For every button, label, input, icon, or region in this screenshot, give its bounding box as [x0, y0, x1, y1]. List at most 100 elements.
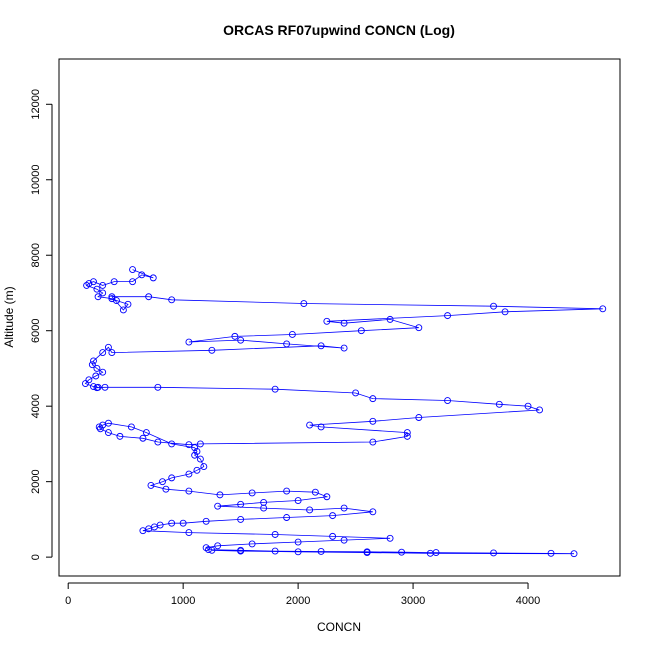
data-point — [369, 395, 377, 403]
data-point — [214, 542, 222, 550]
data-point — [204, 546, 212, 554]
data-point — [490, 302, 497, 310]
plot-area-frame — [58, 58, 621, 577]
data-point — [311, 488, 319, 496]
data-point — [95, 423, 103, 431]
x-axis-label: CONCN — [317, 620, 361, 634]
x-tick-label: 2000 — [286, 595, 310, 607]
data-point — [501, 308, 509, 316]
data-point — [139, 527, 147, 535]
data-point — [352, 389, 360, 397]
data-point — [237, 336, 245, 344]
series-line — [84, 269, 603, 555]
data-point — [271, 547, 279, 555]
data-point — [363, 549, 371, 557]
data-point — [208, 546, 216, 554]
data-point — [444, 397, 452, 404]
data-point — [415, 414, 423, 421]
data-point — [340, 504, 348, 512]
data-point — [154, 383, 162, 391]
data-point — [283, 514, 291, 521]
data-point — [283, 340, 291, 348]
data-point — [570, 550, 578, 558]
data-point — [495, 400, 503, 408]
data-point — [329, 532, 337, 540]
data-point — [96, 425, 104, 433]
data-point — [202, 517, 210, 525]
y-axis: 0 2000 4000 6000 8000 10000 12000 — [30, 89, 53, 560]
data-point — [113, 297, 120, 304]
data-point — [323, 317, 331, 325]
data-point — [426, 549, 434, 557]
data-point — [83, 281, 91, 289]
y-tick-label: 0 — [30, 554, 42, 560]
data-series — [81, 266, 607, 558]
data-point — [191, 451, 199, 459]
data-point — [248, 489, 256, 497]
data-point — [116, 432, 124, 440]
data-point — [104, 419, 112, 427]
data-point — [196, 455, 204, 463]
data-point — [99, 368, 107, 376]
data-point — [168, 519, 176, 527]
data-point — [92, 372, 100, 380]
data-point — [386, 315, 394, 323]
data-point — [99, 349, 107, 357]
data-point — [142, 429, 150, 437]
data-point — [317, 423, 325, 431]
data-point — [138, 271, 146, 279]
data-point — [216, 491, 224, 499]
data-point — [168, 296, 176, 304]
data-point — [179, 519, 187, 527]
x-tick-label: 3000 — [401, 595, 425, 607]
data-point — [294, 548, 302, 556]
y-tick-label: 2000 — [30, 469, 42, 493]
data-point — [317, 342, 325, 350]
data-point — [340, 536, 348, 544]
data-point — [104, 429, 112, 437]
data-point — [369, 508, 377, 516]
data-point — [196, 440, 204, 448]
data-point — [288, 331, 296, 338]
x-tick-label: 4000 — [516, 595, 540, 607]
data-point — [300, 300, 308, 307]
data-point — [185, 441, 193, 449]
data-point — [237, 500, 245, 508]
x-axis: 0 1000 2000 3000 4000 — [65, 582, 540, 607]
data-point — [168, 474, 176, 482]
data-point — [88, 361, 96, 369]
data-point — [369, 438, 377, 446]
data-point — [444, 312, 452, 320]
data-point — [340, 344, 348, 352]
data-point — [81, 380, 89, 387]
data-point — [147, 481, 155, 489]
data-point — [110, 278, 118, 286]
data-point — [283, 487, 291, 495]
data-point — [159, 478, 166, 486]
data-point — [403, 432, 411, 440]
y-tick-label: 8000 — [30, 243, 42, 267]
data-point — [124, 300, 132, 308]
data-point — [260, 504, 268, 512]
data-point — [90, 357, 97, 365]
data-point — [271, 385, 279, 393]
y-tick-label: 6000 — [30, 318, 42, 342]
data-point — [369, 417, 377, 425]
data-point — [403, 429, 411, 437]
data-point — [340, 319, 348, 327]
y-axis-label: Altitude (m) — [2, 286, 16, 347]
y-tick-label: 12000 — [30, 89, 42, 120]
data-point — [306, 506, 314, 514]
data-point — [129, 266, 137, 274]
data-point — [93, 285, 101, 293]
data-point — [357, 327, 365, 335]
data-point — [99, 289, 107, 297]
data-point — [536, 406, 543, 414]
data-point — [108, 349, 116, 357]
data-point — [317, 548, 325, 555]
data-point — [139, 434, 147, 442]
data-point — [386, 534, 394, 542]
data-point — [119, 306, 127, 314]
data-point — [185, 470, 193, 478]
